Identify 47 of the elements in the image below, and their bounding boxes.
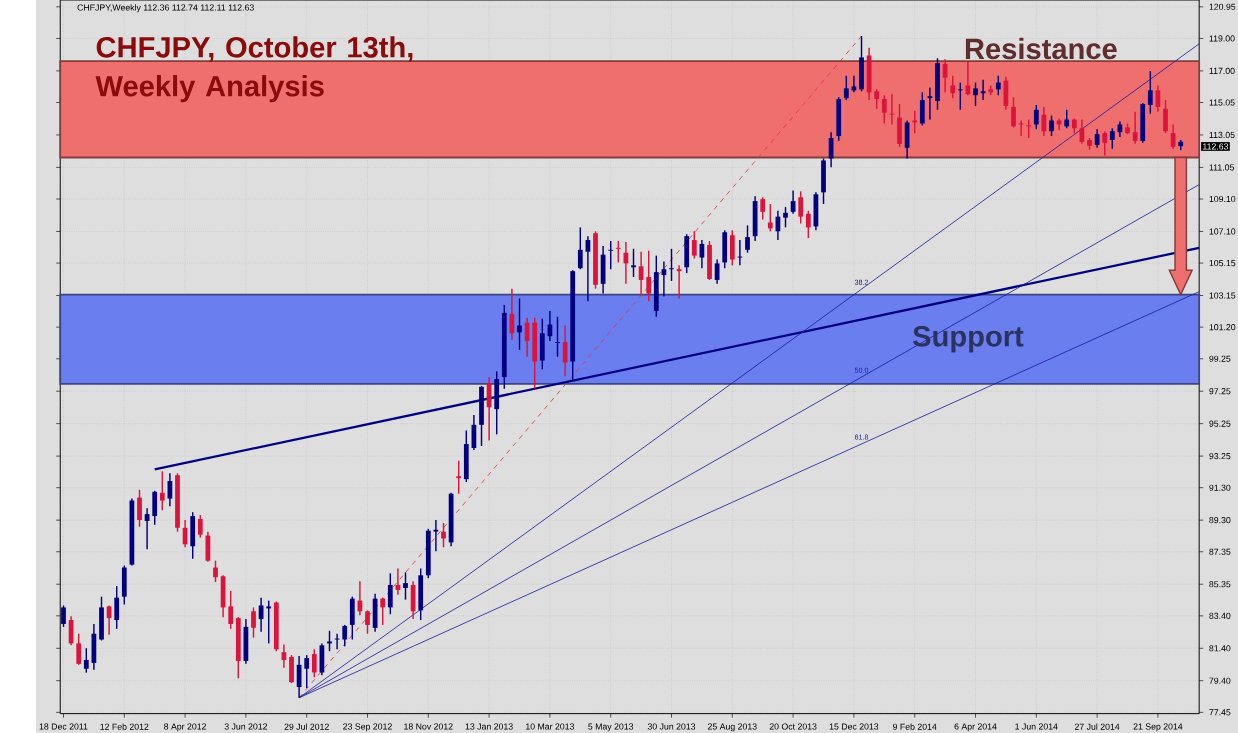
y-tick-label: 91.30 [1209,484,1231,491]
y-tick-label: 87.35 [1209,548,1231,555]
y-tick-label: 101.20 [1209,324,1236,331]
x-tick-label: 6 Apr 2014 [954,723,997,732]
x-tick-label: 27 Jul 2014 [1074,723,1120,730]
y-tick-label: 93.25 [1209,452,1231,460]
y-tick-label: 77.45 [1209,709,1231,716]
x-tick-label: 18 Dec 2011 [39,723,88,730]
y-tick-label: 99.25 [1209,355,1231,362]
x-tick-label: 30 Jun 2013 [647,723,696,730]
x-tick-label: 12 Feb 2012 [100,723,149,730]
annotation: CHFJPY,Weekly 112.36 112.74 112.11 112.63 [77,4,254,13]
y-tick-label: 97.25 [1209,388,1231,395]
y-tick-label: 115.05 [1209,99,1235,106]
x-tick-label: 13 Jan 2013 [465,723,513,730]
x-tick-label: 3 Jun 2012 [224,723,268,730]
text: 112.63 [1203,143,1229,150]
y-tick-label: 103.15 [1209,292,1236,299]
y-tick-label: 113.05 [1209,131,1235,138]
x-tick-label: 29 Jul 2012 [284,723,329,730]
x-tick-label: 25 Aug 2013 [707,723,757,732]
y-tick-label: 81.40 [1209,645,1231,652]
band-label: Support [912,325,1024,353]
y-tick-label: 120.95 [1209,3,1236,10]
text: CHFJPY, October 13th, Weekly Analysis [95,36,413,103]
y-tick-label: 119.00 [1209,35,1235,42]
y-tick-label: 89.30 [1209,517,1231,524]
y-tick-label: 85.35 [1209,581,1231,588]
y-tick-label: 83.40 [1209,612,1231,619]
y-tick-label: 107.10 [1209,228,1236,235]
x-tick-label: 15 Dec 2013 [829,723,879,730]
x-tick-label: 8 Apr 2012 [164,723,207,732]
band-label: Resistance [965,37,1117,60]
y-tick-label: 105.15 [1209,259,1236,267]
x-tick-label: 10 Mar 2013 [526,723,575,730]
x-tick-label: 5 May 2013 [588,723,634,732]
x-tick-label: 18 Nov 2012 [404,723,453,730]
y-tick-label: 79.40 [1209,677,1231,684]
x-tick-label: 9 Feb 2014 [893,723,937,730]
x-tick-label: 23 Sep 2012 [343,723,392,732]
x-tick-label: 1 Jun 2014 [1015,723,1058,730]
x-tick-label: 21 Sep 2014 [1133,723,1183,732]
y-tick-label: 117.00 [1209,67,1235,74]
y-tick-label: 95.25 [1209,420,1231,427]
x-tick-label: 20 Oct 2013 [769,723,817,730]
y-tick-label: 109.10 [1209,195,1236,203]
y-tick-label: 111.05 [1209,164,1234,171]
